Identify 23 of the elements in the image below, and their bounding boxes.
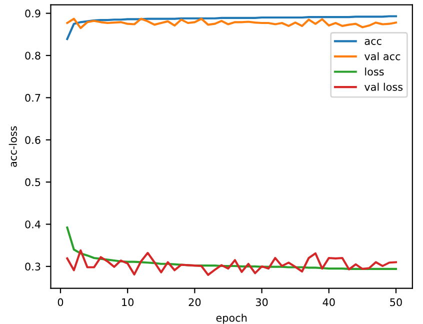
y-tick-label: 0.3 xyxy=(25,262,40,271)
x-tick-label: 30 xyxy=(256,298,268,306)
y-axis-title: acc-loss xyxy=(8,126,17,167)
x-tick-label: 40 xyxy=(322,298,335,306)
y-tick-label: 0.9 xyxy=(25,10,40,18)
line-series xyxy=(66,18,398,30)
legend-label: acc xyxy=(364,38,382,45)
x-tick-label: 10 xyxy=(122,298,134,306)
y-tick-label: 0.5 xyxy=(25,178,40,186)
line-series xyxy=(66,226,398,270)
line-series xyxy=(66,249,398,276)
y-tick-label: 0.8 xyxy=(25,52,40,60)
y-tick-label: 0.6 xyxy=(25,136,40,144)
y-tick-label: 0.7 xyxy=(25,94,40,102)
x-axis-title: epoch xyxy=(216,314,247,324)
x-tick-label: 0 xyxy=(58,298,64,306)
legend-label: loss xyxy=(365,67,384,76)
y-tick-label: 0.4 xyxy=(25,220,40,228)
legend-label: val acc xyxy=(364,52,400,60)
line-series xyxy=(66,15,398,40)
legend-label: val loss xyxy=(364,82,403,91)
x-tick-label: 20 xyxy=(188,298,201,306)
x-tick-label: 50 xyxy=(390,298,402,306)
